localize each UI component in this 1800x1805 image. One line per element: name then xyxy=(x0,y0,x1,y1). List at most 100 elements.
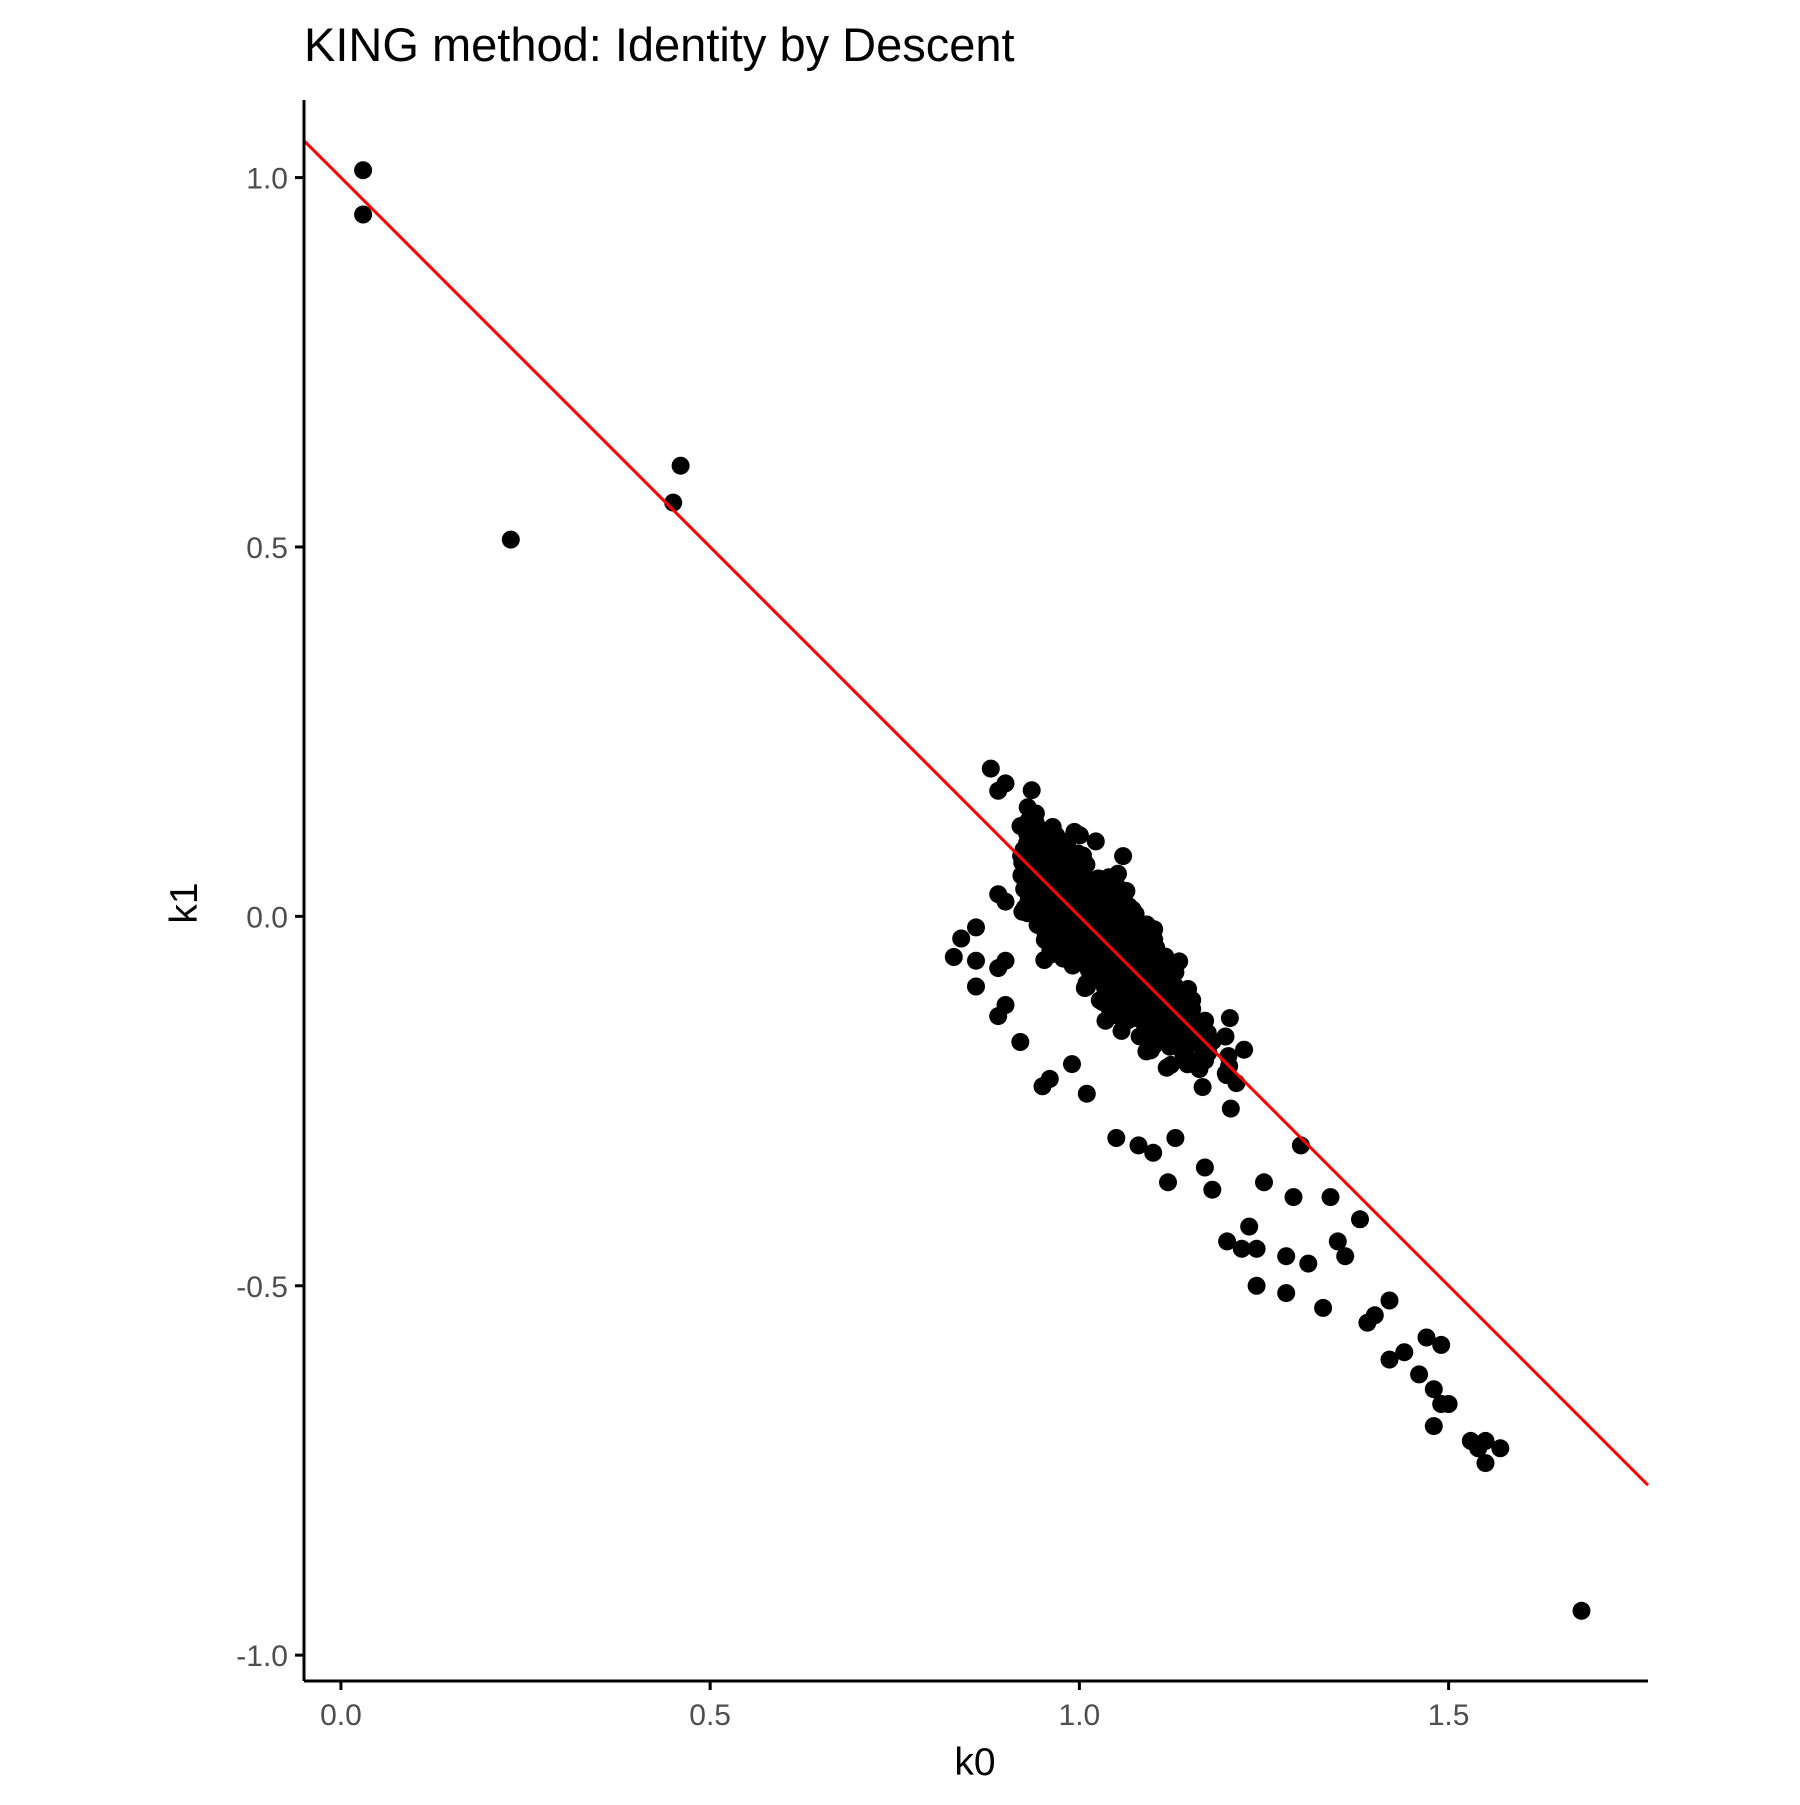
data-point xyxy=(1130,950,1149,969)
x-axis-title: k0 xyxy=(954,1741,995,1784)
data-point xyxy=(1107,915,1126,934)
data-point xyxy=(1036,841,1055,860)
data-point xyxy=(1380,1291,1399,1310)
data-point xyxy=(1088,906,1107,925)
data-point xyxy=(1018,798,1037,817)
y-tick-label: 0.0 xyxy=(246,901,288,934)
data-point xyxy=(1019,890,1038,909)
data-point xyxy=(1235,1040,1254,1059)
data-point xyxy=(1380,1350,1399,1369)
data-point xyxy=(1049,877,1068,896)
reference-line xyxy=(302,139,1650,1487)
data-point xyxy=(1179,1052,1198,1071)
data-point xyxy=(1227,1074,1246,1093)
data-point xyxy=(1076,856,1095,875)
data-point xyxy=(1089,889,1108,908)
data-point xyxy=(354,205,373,224)
data-point xyxy=(1146,1006,1165,1025)
data-point xyxy=(967,918,985,937)
data-point xyxy=(967,977,985,996)
data-point xyxy=(1424,1417,1443,1436)
data-point xyxy=(671,456,690,475)
data-point xyxy=(1182,1034,1201,1053)
data-point xyxy=(1395,1343,1414,1362)
data-point xyxy=(1240,1217,1259,1236)
x-tick-label: 1.0 xyxy=(1059,1699,1101,1732)
data-point xyxy=(1439,1395,1458,1413)
data-point xyxy=(1417,1328,1436,1347)
data-point xyxy=(354,161,373,180)
data-point xyxy=(1142,1029,1161,1048)
data-point xyxy=(1314,1298,1333,1317)
data-point xyxy=(1277,1247,1296,1266)
x-axis-ticks: 0.0 0.5 1.0 1.5 xyxy=(320,1681,1469,1732)
data-point xyxy=(1255,1173,1273,1192)
data-point xyxy=(1351,1210,1369,1229)
data-point xyxy=(1041,940,1060,959)
data-point xyxy=(1365,1306,1384,1325)
data-point xyxy=(1138,981,1157,1000)
data-point xyxy=(1572,1601,1591,1620)
data-point xyxy=(1086,832,1105,851)
data-point xyxy=(1043,902,1062,921)
data-point xyxy=(1193,1078,1212,1097)
data-point xyxy=(1144,1143,1163,1162)
data-point xyxy=(944,948,963,966)
data-point xyxy=(1070,826,1089,845)
data-point xyxy=(1112,1021,1131,1040)
data-point xyxy=(1166,982,1185,1001)
data-point xyxy=(1299,1254,1318,1273)
data-point xyxy=(1168,1033,1187,1052)
data-point xyxy=(1277,1284,1296,1303)
data-point xyxy=(501,530,520,549)
data-point xyxy=(1476,1431,1495,1450)
data-point xyxy=(996,774,1015,793)
data-point xyxy=(1432,1335,1451,1354)
points-layer xyxy=(354,161,1591,1620)
data-point xyxy=(1047,826,1066,845)
data-point xyxy=(1107,1129,1126,1147)
data-point xyxy=(1150,950,1169,969)
data-point xyxy=(1232,1239,1251,1258)
x-tick-label: 0.5 xyxy=(689,1699,731,1732)
y-tick-label: 1.0 xyxy=(246,163,288,196)
data-point xyxy=(1476,1454,1495,1473)
data-point xyxy=(1410,1365,1429,1384)
data-point xyxy=(1077,953,1096,972)
data-point xyxy=(1022,781,1041,800)
data-point xyxy=(1321,1188,1340,1207)
data-point xyxy=(1040,1069,1059,1088)
y-tick-label: -0.5 xyxy=(236,1271,288,1304)
data-point xyxy=(1180,1011,1198,1030)
data-point xyxy=(1424,1380,1443,1399)
data-point xyxy=(996,892,1015,911)
data-point xyxy=(1059,858,1078,877)
data-point xyxy=(989,1007,1008,1026)
data-point xyxy=(1196,1011,1215,1030)
data-point xyxy=(1130,921,1149,940)
data-point xyxy=(1491,1439,1510,1458)
data-point xyxy=(1075,979,1094,997)
data-point xyxy=(1114,847,1133,866)
data-point xyxy=(1247,1239,1266,1258)
data-point xyxy=(1112,991,1131,1010)
data-point xyxy=(1063,1055,1081,1074)
y-tick-label: 0.5 xyxy=(246,532,288,565)
data-point xyxy=(1019,812,1037,831)
data-point xyxy=(981,759,1000,778)
data-point xyxy=(1220,1009,1239,1028)
data-point xyxy=(1096,1011,1115,1030)
y-tick-label: -1.0 xyxy=(236,1640,288,1673)
data-point xyxy=(1018,834,1037,852)
data-point xyxy=(1336,1247,1355,1266)
data-point xyxy=(1221,1099,1240,1118)
data-point xyxy=(967,951,985,970)
data-point xyxy=(996,951,1015,970)
data-point xyxy=(1129,1136,1148,1155)
data-point xyxy=(1121,903,1140,922)
x-tick-label: 0.0 xyxy=(320,1699,362,1732)
data-point xyxy=(1328,1232,1347,1251)
y-axis-title: k1 xyxy=(163,882,206,923)
